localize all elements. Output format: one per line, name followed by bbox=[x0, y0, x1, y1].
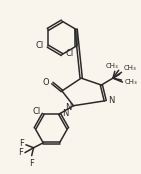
Text: Cl: Cl bbox=[66, 49, 74, 58]
Text: N: N bbox=[62, 109, 69, 118]
Text: F: F bbox=[19, 139, 24, 148]
Text: N: N bbox=[65, 103, 72, 112]
Text: CH₃: CH₃ bbox=[124, 65, 136, 71]
Text: F: F bbox=[18, 148, 23, 157]
Text: CH₃: CH₃ bbox=[125, 79, 137, 85]
Text: F: F bbox=[29, 159, 34, 168]
Text: CH₃: CH₃ bbox=[106, 63, 118, 69]
Text: Cl: Cl bbox=[32, 107, 40, 116]
Text: Cl: Cl bbox=[36, 41, 44, 50]
Text: N: N bbox=[108, 96, 114, 105]
Text: O: O bbox=[43, 78, 49, 87]
